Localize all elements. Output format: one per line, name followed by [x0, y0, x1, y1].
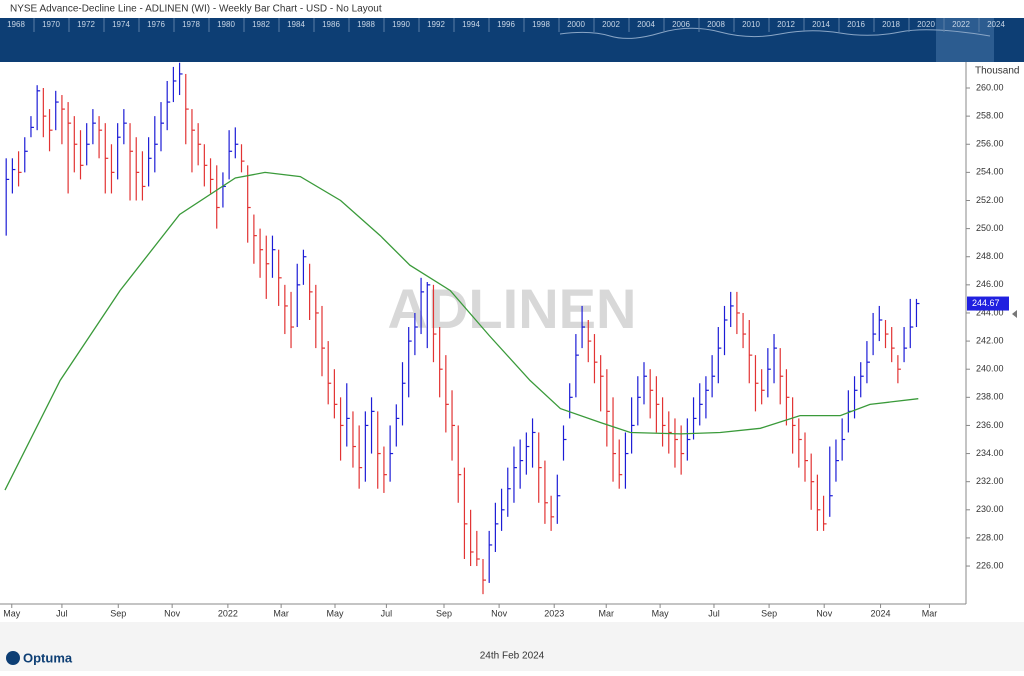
overview-year: 2020: [917, 20, 935, 29]
overview-year: 2012: [777, 20, 795, 29]
y-tick-label: 244.00: [976, 307, 1004, 317]
overview-year: 1998: [532, 20, 550, 29]
overview-year: 2024: [987, 20, 1005, 29]
overview-year: 2014: [812, 20, 830, 29]
y-unit: Thousand: [975, 66, 1019, 77]
watermark: ADLINEN: [388, 277, 637, 340]
y-tick-label: 258.00: [976, 111, 1004, 121]
footer-date: 24th Feb 2024: [480, 651, 545, 662]
overview-year: 2006: [672, 20, 690, 29]
x-tick-label: Mar: [273, 608, 289, 618]
x-tick-label: Nov: [164, 608, 181, 618]
y-tick-label: 228.00: [976, 532, 1004, 542]
brand-logo: [6, 651, 20, 665]
x-tick-label: Nov: [816, 608, 833, 618]
overview-year: 1992: [427, 20, 445, 29]
x-tick-label: 2024: [871, 608, 891, 618]
overview-year: 1986: [322, 20, 340, 29]
x-tick-label: Jul: [708, 608, 720, 618]
overview-year: 1988: [357, 20, 375, 29]
chart-title: NYSE Advance-Decline Line - ADLINEN (WI)…: [10, 4, 382, 15]
moving-average: [4, 171, 919, 491]
last-price-tag: [967, 296, 1009, 311]
overview-year: 2008: [707, 20, 725, 29]
x-tick-label: May: [652, 608, 670, 618]
x-tick-label: Jul: [56, 608, 68, 618]
x-tick-label: 2022: [218, 608, 238, 618]
last-price-label: 244.67: [972, 298, 1000, 308]
overview-year: 2000: [567, 20, 585, 29]
overview-line: [559, 27, 991, 39]
price-bars: [5, 62, 920, 595]
y-tick-label: 254.00: [976, 167, 1004, 177]
x-tick-label: May: [326, 608, 344, 618]
overview-window: [936, 18, 994, 62]
overview-year: 1982: [252, 20, 270, 29]
x-tick-label: May: [3, 608, 21, 618]
overview-year: 2016: [847, 20, 865, 29]
x-tick-label: Mar: [598, 608, 614, 618]
x-tick-label: Sep: [436, 608, 452, 618]
y-tick-label: 238.00: [976, 392, 1004, 402]
y-tick-label: 242.00: [976, 335, 1004, 345]
overview-year: 1990: [392, 20, 410, 29]
overview-year: 2010: [742, 20, 760, 29]
scroll-arrow[interactable]: [1012, 310, 1017, 318]
y-tick-label: 234.00: [976, 448, 1004, 458]
footer: [0, 622, 1024, 671]
y-tick-label: 250.00: [976, 223, 1004, 233]
y-tick-label: 230.00: [976, 504, 1004, 514]
overview-year: 2022: [952, 20, 970, 29]
y-tick-label: 226.00: [976, 560, 1004, 570]
overview-year: 1972: [77, 20, 95, 29]
y-tick-label: 246.00: [976, 279, 1004, 289]
overview-year: 1968: [7, 20, 25, 29]
overview-year: 2002: [602, 20, 620, 29]
x-tick-label: Jul: [381, 608, 393, 618]
overview-year: 1974: [112, 20, 130, 29]
brand: Optuma: [23, 650, 73, 665]
y-tick-label: 236.00: [976, 420, 1004, 430]
x-tick-label: Mar: [922, 608, 938, 618]
overview-year: 1994: [462, 20, 480, 29]
y-tick-label: 248.00: [976, 251, 1004, 261]
x-tick-label: 2023: [544, 608, 564, 618]
x-tick-label: Sep: [110, 608, 126, 618]
overview-year: 1980: [217, 20, 235, 29]
overview-strip: [0, 18, 1024, 62]
y-tick-label: 240.00: [976, 364, 1004, 374]
x-tick-label: Nov: [491, 608, 508, 618]
x-tick-label: Sep: [761, 608, 777, 618]
overview-year: 1996: [497, 20, 515, 29]
overview-year: 1978: [182, 20, 200, 29]
y-tick-label: 252.00: [976, 195, 1004, 205]
y-tick-label: 232.00: [976, 476, 1004, 486]
overview-year: 1976: [147, 20, 165, 29]
overview-year: 2018: [882, 20, 900, 29]
overview-year: 1984: [287, 20, 305, 29]
y-tick-label: 260.00: [976, 82, 1004, 92]
overview-year: 2004: [637, 20, 655, 29]
overview-year: 1970: [42, 20, 60, 29]
y-tick-label: 256.00: [976, 139, 1004, 149]
